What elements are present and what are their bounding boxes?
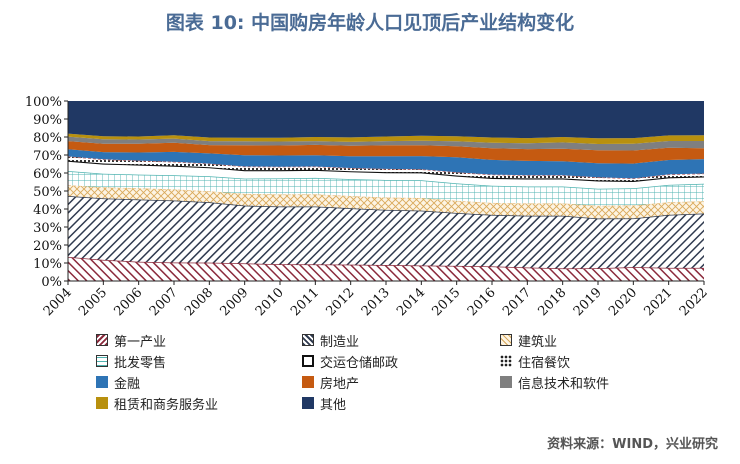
- legend-label: 信息技术和软件: [518, 376, 610, 392]
- legend-swatch: [500, 355, 512, 367]
- chart-title: 图表 10: 中国购房年龄人口见顶后产业结构变化: [165, 12, 575, 34]
- area-series-6: [68, 156, 704, 181]
- legend-swatch: [302, 334, 314, 346]
- x-tick-label: 2004: [41, 285, 75, 319]
- area-series-5: [68, 160, 704, 189]
- x-tick-label: 2011: [288, 285, 322, 319]
- legend-label: 房地产: [320, 376, 360, 392]
- x-axis: 2004 2005 2006 2007 2008 2009 2010 2011 2012 2013…: [41, 280, 711, 319]
- x-tick-label: 2017: [500, 285, 534, 319]
- legend-label: 金融: [114, 376, 141, 392]
- y-axis: 0% 10% 20% 30% 40% 50% 60% 70% 80% 90% 100%: [25, 95, 69, 290]
- area-series-4: [68, 171, 704, 206]
- legend-item: 其他: [302, 394, 347, 413]
- legend-item: 房地产: [302, 373, 360, 392]
- x-tick-label: 2010: [253, 285, 287, 319]
- x-tick-label: 2019: [571, 285, 605, 319]
- y-tick-label: 50%: [33, 185, 62, 200]
- legend-swatch: [302, 355, 314, 367]
- x-tick-label: 2018: [535, 285, 569, 319]
- area-series-8: [68, 141, 704, 164]
- legend-swatch: [96, 355, 108, 367]
- legend-label: 其他: [320, 397, 347, 413]
- x-tick-label: 2012: [323, 285, 357, 319]
- x-tick-label: 2005: [76, 285, 110, 319]
- x-tick-label: 2014: [394, 285, 428, 319]
- area-series-group: [67, 101, 705, 281]
- legend-item: 住宿餐饮: [500, 352, 571, 371]
- x-tick-label: 2013: [359, 285, 393, 319]
- x-tick-label: 2006: [111, 285, 145, 319]
- legend-label: 制造业: [320, 334, 360, 350]
- legend-swatch: [500, 376, 512, 388]
- y-tick-label: 100%: [25, 95, 62, 110]
- area-series-7: [68, 149, 704, 179]
- legend-swatch: [96, 334, 108, 346]
- x-tick-label: 2022: [677, 285, 711, 319]
- legend-item: 建筑业: [500, 331, 558, 350]
- area-series-1: [68, 256, 704, 281]
- x-tick-label: 2007: [147, 285, 181, 319]
- area-series-2: [68, 196, 704, 269]
- legend-item: 交运仓储邮政: [302, 352, 399, 371]
- y-tick-label: 70%: [33, 149, 62, 164]
- area-series-11: [68, 101, 704, 139]
- area-series-10: [68, 133, 704, 144]
- legend-item: 金融: [96, 373, 141, 392]
- legend-label: 交运仓储邮政: [320, 355, 399, 371]
- area-series-9: [68, 136, 704, 151]
- x-tick-label: 2008: [182, 285, 216, 319]
- legend-label: 住宿餐饮: [518, 355, 571, 371]
- legend-swatch: [96, 376, 108, 388]
- legend-swatch: [96, 397, 108, 409]
- legend-swatch: [302, 397, 314, 409]
- y-tick-label: 90%: [33, 113, 62, 128]
- y-tick-label: 20%: [33, 239, 62, 254]
- y-tick-label: 40%: [33, 203, 62, 218]
- legend-swatch: [500, 334, 512, 346]
- legend-item: 制造业: [302, 331, 360, 350]
- legend-item: 信息技术和软件: [500, 373, 610, 392]
- y-tick-label: 0%: [41, 275, 62, 290]
- x-tick-label: 2015: [429, 285, 463, 319]
- x-tick-label: 2021: [641, 285, 675, 319]
- legend-item: 租赁和商务服务业: [96, 394, 219, 413]
- legend-item: 批发零售: [96, 352, 167, 371]
- y-tick-label: 30%: [33, 221, 62, 236]
- x-tick-label: 2020: [606, 285, 640, 319]
- legend-swatch: [302, 376, 314, 388]
- legend-item: 第一产业: [96, 331, 167, 350]
- legend-label: 第一产业: [114, 334, 167, 350]
- legend-label: 建筑业: [518, 334, 558, 350]
- x-tick-label: 2009: [217, 285, 251, 319]
- legend-label: 批发零售: [114, 355, 167, 371]
- y-tick-label: 10%: [33, 257, 62, 272]
- legend-label: 租赁和商务服务业: [114, 397, 219, 413]
- x-tick-label: 2016: [465, 285, 499, 319]
- y-tick-label: 60%: [33, 167, 62, 182]
- source-note: 资料来源：WIND，兴业研究: [547, 437, 718, 452]
- y-tick-label: 80%: [33, 131, 62, 146]
- area-series-3: [68, 185, 704, 219]
